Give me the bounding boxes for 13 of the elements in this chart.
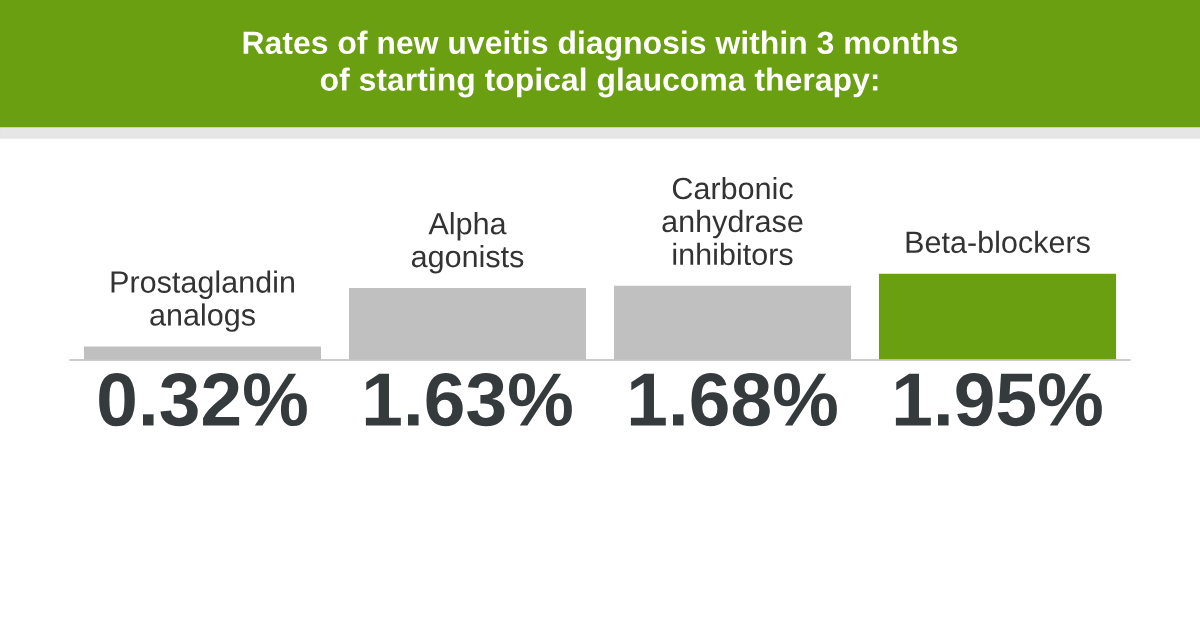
- x-tick-label: Alpha agonists: [411, 212, 524, 274]
- x-tick-label: Carbonic anhydrase inhibitors: [662, 176, 803, 266]
- bar: [82, 345, 323, 360]
- x-tick-label: Prostaglandin analogs: [111, 270, 294, 332]
- data-label: 0.32%: [99, 373, 307, 427]
- bar: [347, 286, 588, 360]
- chart-title: Rates of new uveitis diagnosis within 3 months of starting topical glaucoma therapy:: [243, 30, 958, 98]
- bar: [612, 284, 853, 360]
- data-label: 1.68%: [630, 373, 837, 427]
- bar: [877, 272, 1118, 360]
- data-label: 1.63%: [365, 373, 572, 427]
- data-label: 1.95%: [895, 373, 1102, 427]
- x-tick-label: Beta-blockers: [906, 230, 1090, 254]
